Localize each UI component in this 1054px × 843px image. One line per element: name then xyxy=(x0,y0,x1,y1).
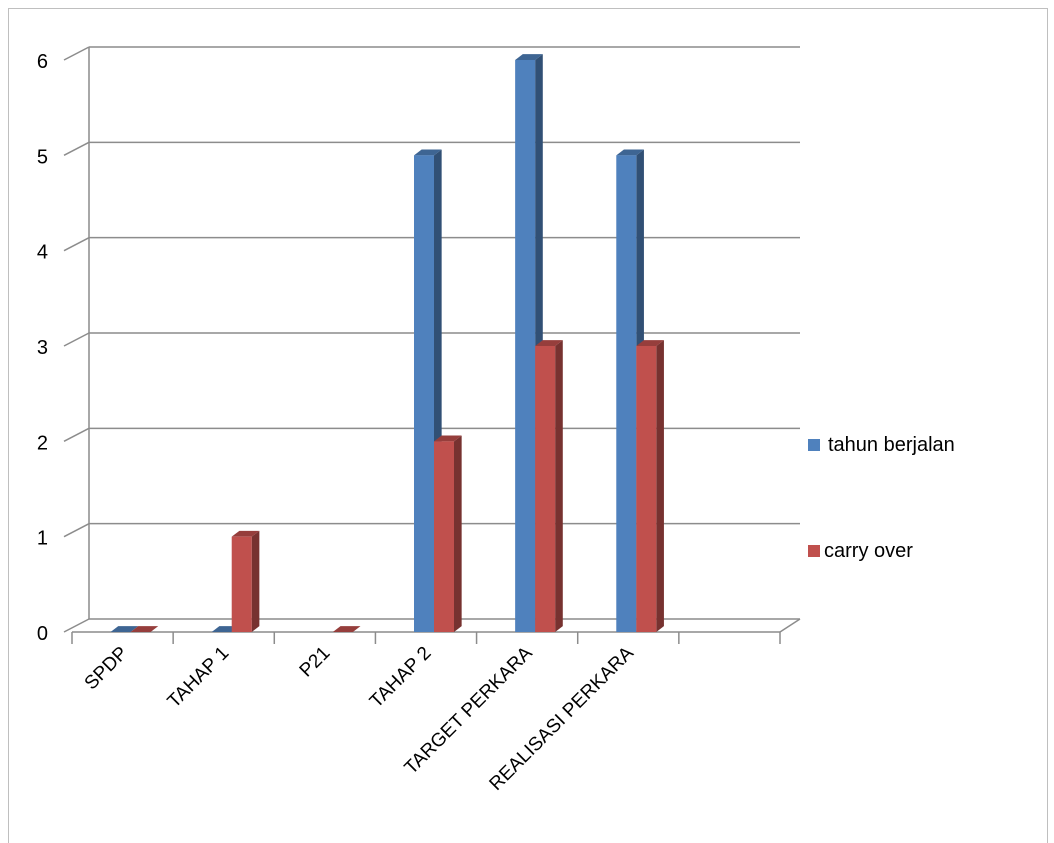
bar-front xyxy=(535,346,556,632)
gridline-depth xyxy=(63,618,90,633)
x-tick-label: TAHAP 1 xyxy=(164,643,234,713)
y-tick-label: 1 xyxy=(37,528,48,550)
bar-top xyxy=(332,626,361,632)
bar-front xyxy=(434,441,454,632)
bar-carry-over xyxy=(231,530,260,632)
bar-tahun-berjalan xyxy=(110,626,139,632)
bar-side xyxy=(454,435,462,632)
legend-swatch xyxy=(808,545,820,557)
legend-label: carry over xyxy=(824,540,913,562)
bar-front xyxy=(515,60,536,632)
y-tick-label: 2 xyxy=(37,432,48,454)
gridline-depth xyxy=(63,141,90,156)
bar-carry-over xyxy=(130,626,159,632)
y-tick-label: 4 xyxy=(37,242,48,264)
x-tick-label: TAHAP 2 xyxy=(366,643,436,713)
x-tick-label: P21 xyxy=(296,643,335,682)
gridlines xyxy=(63,46,800,633)
gridline-depth xyxy=(63,332,90,347)
y-tick-label: 3 xyxy=(37,337,48,359)
gridline-depth xyxy=(63,523,90,538)
bar-top xyxy=(636,340,664,346)
bar-top xyxy=(434,435,462,442)
y-tick-label: 5 xyxy=(37,146,48,168)
bar-front xyxy=(636,346,657,632)
bar-carry-over xyxy=(636,340,664,632)
bars xyxy=(110,54,664,633)
x-axis-depth xyxy=(779,618,801,633)
bar-carry-over xyxy=(434,435,462,632)
gridline-depth xyxy=(63,237,90,252)
bar-side xyxy=(555,340,563,632)
bar-front xyxy=(414,155,434,633)
bar-top xyxy=(515,54,543,60)
y-tick-label: 6 xyxy=(37,51,48,73)
bar-top xyxy=(231,530,260,537)
bar-side xyxy=(251,530,260,632)
bar-top xyxy=(130,626,159,632)
bar-top xyxy=(110,626,139,632)
legend-label: tahun berjalan xyxy=(828,434,955,456)
legend-swatch xyxy=(808,439,820,451)
bar-top xyxy=(616,149,644,156)
bar-carry-over xyxy=(535,340,563,632)
bar-top xyxy=(414,149,442,156)
x-tick-label: SPDP xyxy=(81,643,132,694)
bar-front xyxy=(231,536,252,632)
legend: tahun berjalan carry over xyxy=(808,434,955,562)
bar-front xyxy=(616,155,637,633)
y-tick-labels: 0 1 2 3 4 5 6 xyxy=(37,51,48,645)
gridline-depth xyxy=(63,427,90,442)
bar-carry-over xyxy=(332,626,361,632)
bar-top xyxy=(535,340,563,346)
bar-side xyxy=(656,340,664,632)
chart-frame xyxy=(8,8,1048,843)
gridline-depth xyxy=(63,46,90,61)
y-tick-label: 0 xyxy=(37,623,48,645)
